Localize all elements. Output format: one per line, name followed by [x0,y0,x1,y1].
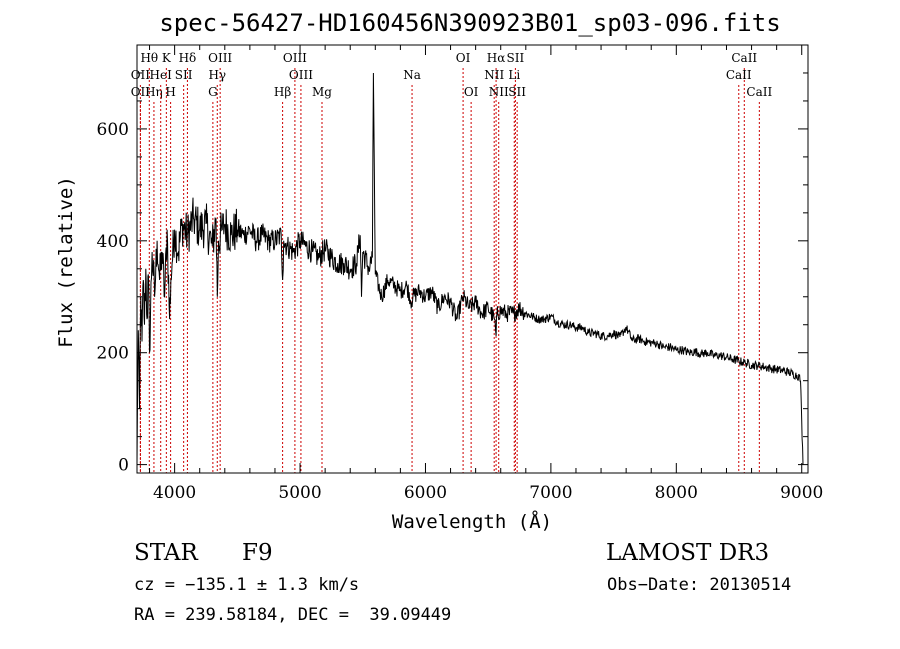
line-marker-label: NII [489,85,509,99]
line-marker-label: OII [131,85,151,99]
line-marker-label: K [162,51,172,65]
spectral-subclass: F9 [242,540,273,566]
x-tick-label: 9000 [780,483,823,503]
line-marker-label: Hα [487,51,506,65]
x-tick-label: 5000 [278,483,321,503]
line-marker-label: Na [403,68,421,82]
line-marker-label: OIII [208,51,232,65]
line-marker-label: OII [131,68,151,82]
line-marker-label: HeI [150,68,173,82]
line-marker-label: Hγ [208,68,226,82]
line-marker-label: G [208,85,218,99]
line-marker-label: SII [507,51,525,65]
x-tick-label: 7000 [529,483,572,503]
line-marker-label: Mg [312,85,332,99]
line-marker-label: Hδ [179,51,197,65]
line-marker-label: SII [175,68,193,82]
line-marker-label: SII [508,85,526,99]
line-marker-label: OIII [289,68,313,82]
y-axis-label: Flux (relative) [55,176,77,348]
survey-name: LAMOST DR3 [606,540,769,566]
spectrum-line [136,72,804,465]
x-tick-label: 4000 [153,483,196,503]
line-marker-label: OI [464,85,479,99]
line-marker-label: CaII [731,51,757,65]
x-tick-label: 6000 [404,483,447,503]
object-class: STAR [134,540,198,566]
line-marker-label: Hη [145,85,163,99]
line-marker-label: NII [484,68,504,82]
y-tick-label: 0 [118,456,129,476]
y-tick-label: 400 [97,232,129,252]
line-marker-label: Hθ [140,51,158,65]
x-axis: 4000 5000 6000 7000 8000 9000 [149,45,823,503]
redshift-value: cz = −135.1 ± 1.3 km/s [134,575,359,595]
chart-title: spec-56427-HD160456N390923B01_sp03-096.f… [159,9,780,37]
line-marker-label: Hβ [274,85,291,99]
y-tick-label: 200 [97,344,129,364]
x-axis-label: Wavelength (Å) [392,510,552,533]
line-marker-label: H [165,85,175,99]
y-axis: 0 200 400 600 [97,72,808,476]
line-marker-label: CaII [746,85,772,99]
coordinates: RA = 239.58184, DEC = 39.09449 [134,605,451,625]
x-tick-label: 8000 [655,483,698,503]
observation-date: Obs−Date: 20130514 [607,575,791,595]
y-tick-label: 600 [97,120,129,140]
line-marker-label: OIII [283,51,307,65]
line-marker-label: Li [508,68,520,82]
line-marker-label: OI [456,51,471,65]
line-marker-label: CaII [726,68,752,82]
plot-frame [136,44,809,474]
